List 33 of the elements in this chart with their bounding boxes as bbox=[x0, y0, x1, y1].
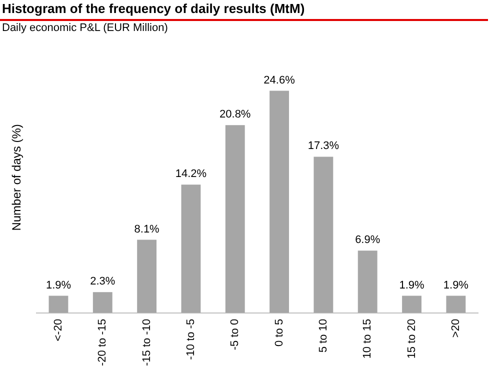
data-label: 1.9% bbox=[399, 279, 425, 292]
x-tick-label: -10 to -5 bbox=[184, 318, 197, 360]
data-label: 17.3% bbox=[308, 140, 340, 152]
x-tick-label: 15 to 20 bbox=[406, 318, 418, 359]
bar bbox=[137, 240, 157, 313]
bar bbox=[225, 125, 245, 313]
bar bbox=[181, 184, 201, 313]
x-tick-label: >20 bbox=[450, 318, 462, 338]
chart-title: Histogram of the frequency of daily results (MtM) bbox=[2, 1, 305, 16]
x-tick-label: -20 to -15 bbox=[96, 318, 109, 366]
bar bbox=[446, 296, 466, 313]
bar bbox=[314, 156, 334, 313]
x-tick-label: 10 to 15 bbox=[362, 318, 374, 359]
x-tick-label: 5 to 10 bbox=[317, 318, 330, 353]
x-tick-label: -15 to -10 bbox=[140, 318, 153, 366]
x-tick-label: -5 to 0 bbox=[229, 318, 242, 350]
data-label: 24.6% bbox=[264, 74, 296, 86]
data-label: 14.2% bbox=[175, 168, 207, 180]
bar bbox=[270, 90, 289, 313]
data-label: 2.3% bbox=[90, 276, 116, 288]
bar bbox=[48, 296, 68, 313]
data-label: 6.9% bbox=[355, 234, 380, 246]
chart-subtitle: Daily economic P&L (EUR Million) bbox=[2, 22, 168, 34]
bar bbox=[402, 296, 422, 313]
y-axis-title: Number of days (%) bbox=[10, 124, 24, 231]
bar bbox=[358, 250, 378, 313]
data-label: 20.8% bbox=[220, 108, 251, 121]
data-label: 8.1% bbox=[134, 223, 160, 236]
data-label: 1.9% bbox=[443, 279, 469, 292]
x-tick-label: <-20 bbox=[52, 318, 65, 342]
x-tick-label: 0 to 5 bbox=[273, 318, 286, 346]
data-label: 1.9% bbox=[46, 279, 72, 292]
bar bbox=[92, 292, 112, 313]
